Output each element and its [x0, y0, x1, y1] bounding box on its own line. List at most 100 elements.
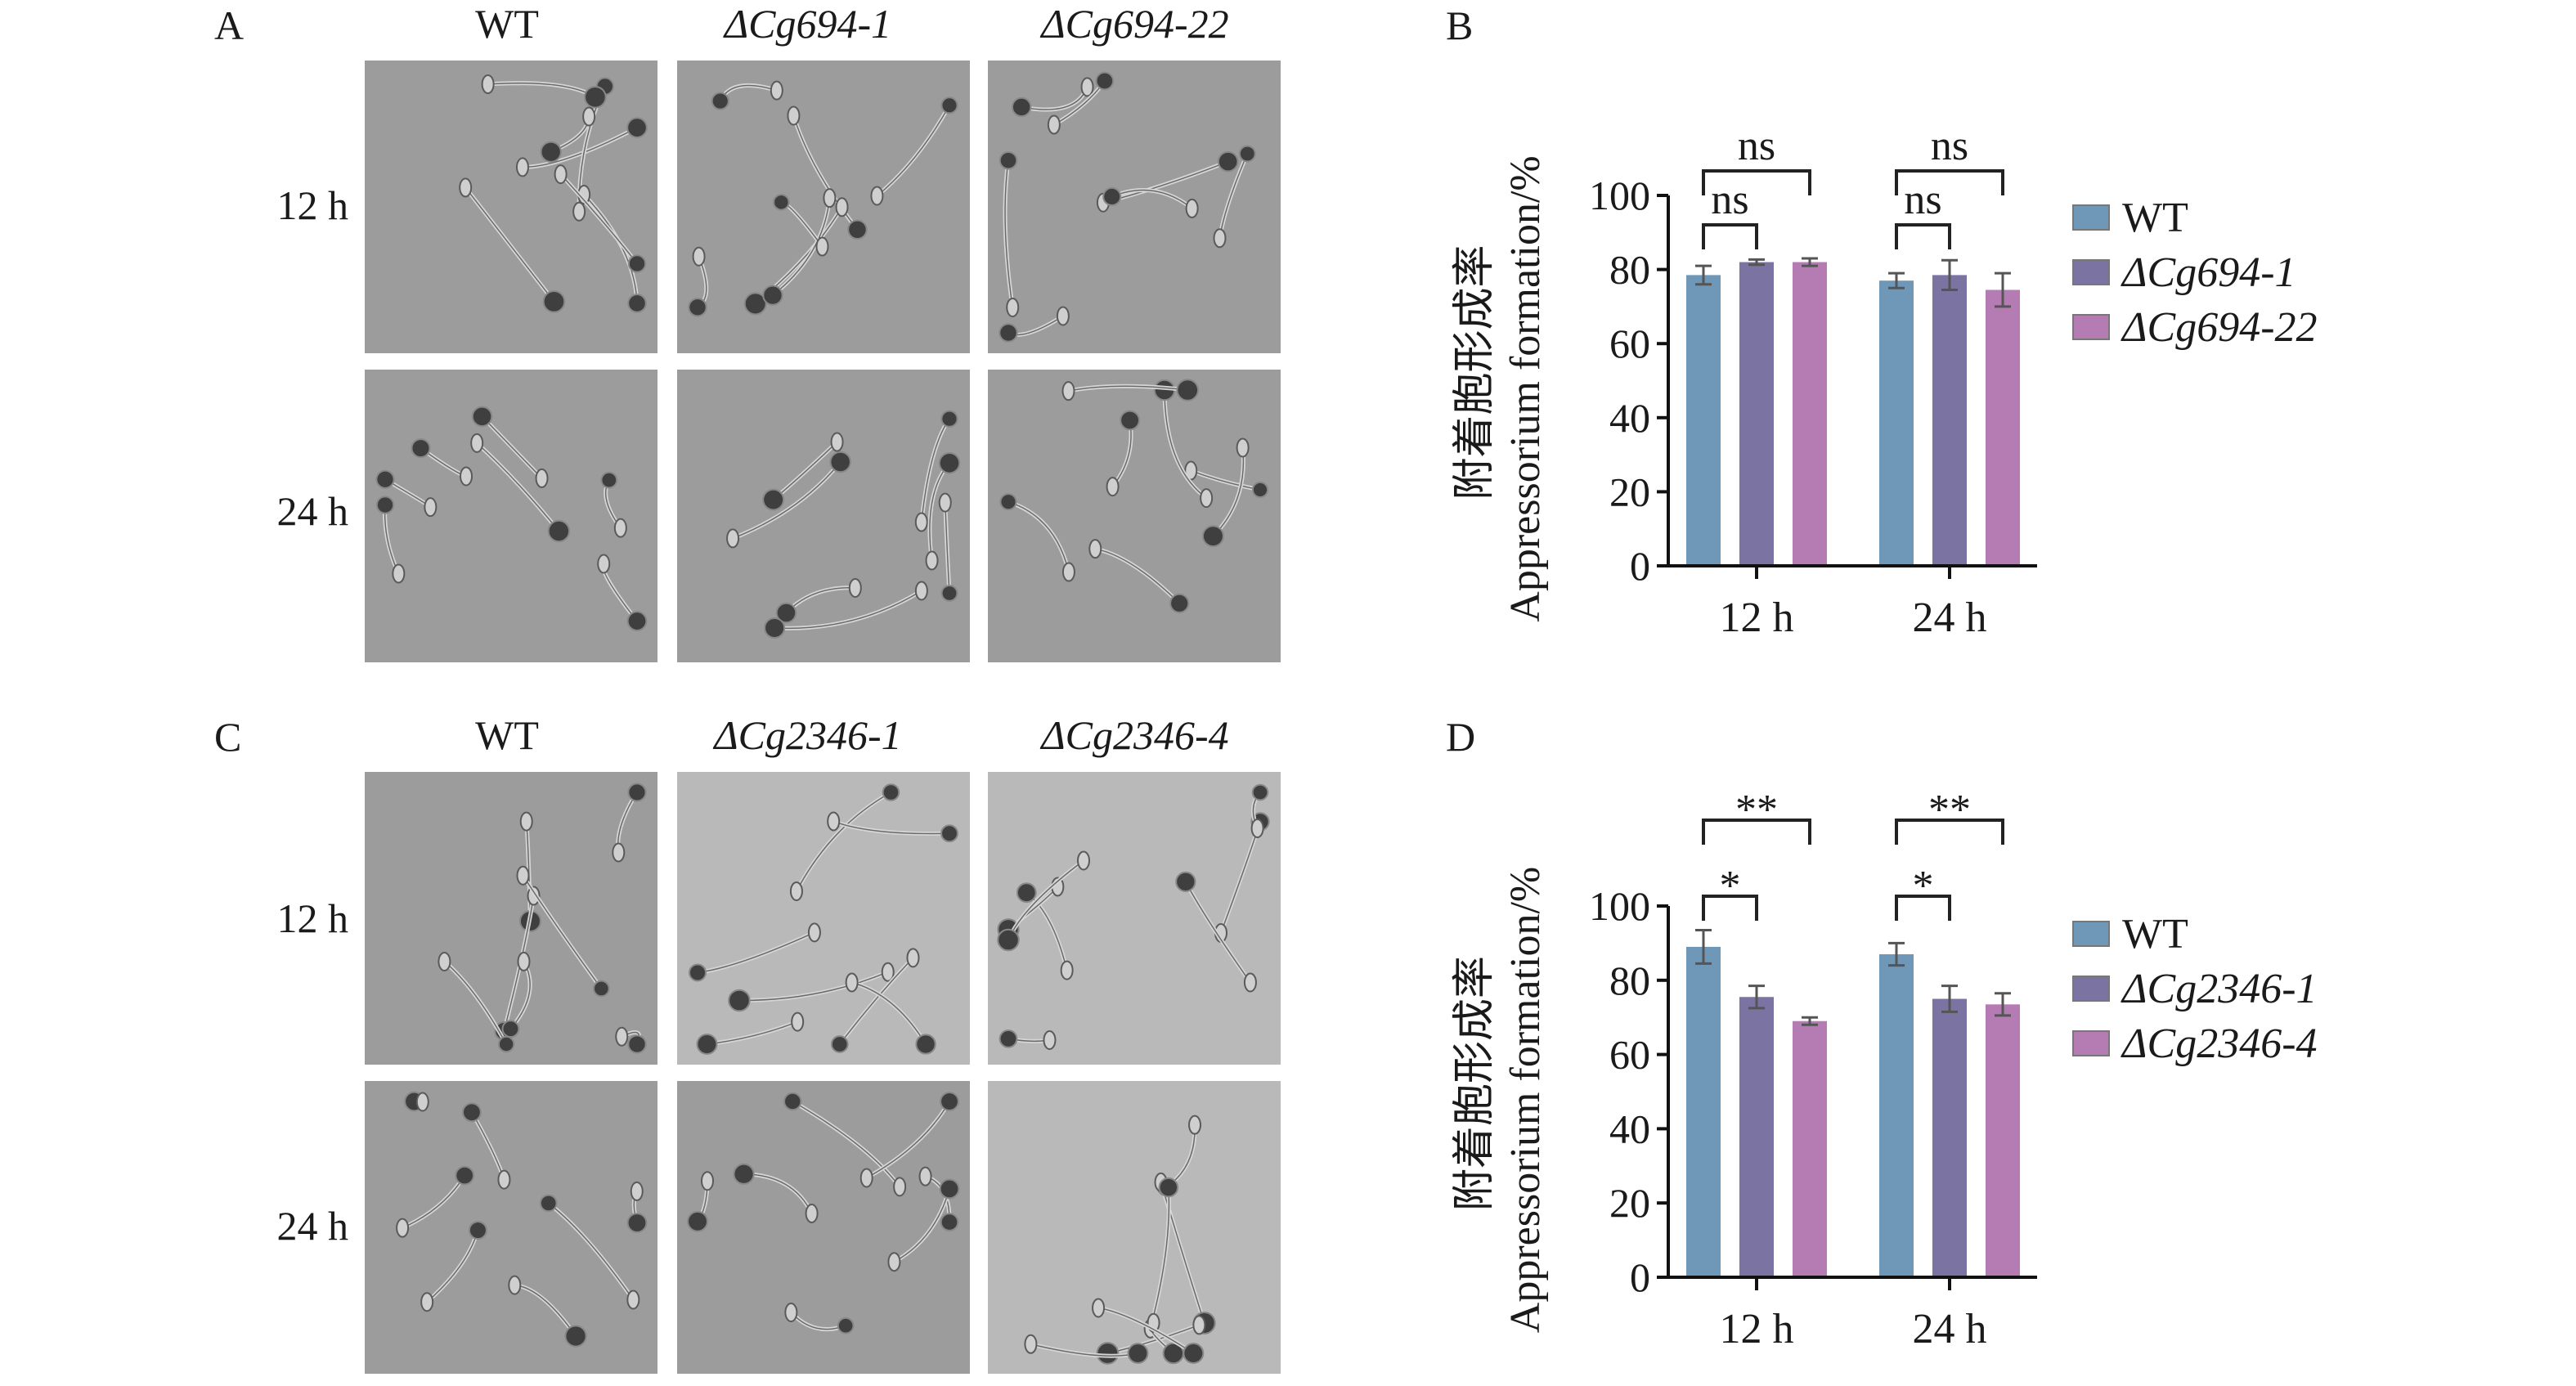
appressorium — [783, 1092, 802, 1111]
conidium — [438, 951, 451, 971]
hypha-outline — [443, 961, 507, 1045]
hypha-outline — [738, 971, 889, 1002]
conidium — [481, 74, 495, 95]
appressorium — [1176, 379, 1200, 401]
appressorium — [999, 150, 1018, 170]
micrograph-c-wt-12h — [365, 772, 657, 1065]
legend-swatch — [2072, 204, 2110, 231]
bar — [1986, 1004, 2020, 1277]
appressorium — [1251, 481, 1269, 499]
conidium — [914, 512, 928, 532]
appressorium — [375, 469, 395, 489]
hypha-outline — [1004, 160, 1013, 308]
row-label-12h: 12 h — [276, 182, 349, 228]
hypha-outline — [464, 186, 555, 303]
appressorium — [1016, 882, 1037, 904]
conidium — [938, 492, 952, 513]
micrograph-c-mutant4-12h — [988, 772, 1281, 1065]
micrograph-background — [365, 772, 657, 1065]
appressorium — [1096, 1342, 1120, 1365]
legend-label: ΔCg2346-1 — [2120, 966, 2318, 1012]
conidium — [613, 518, 627, 538]
conidium — [1024, 1334, 1038, 1354]
conidium — [827, 811, 841, 832]
conidium — [626, 1290, 640, 1310]
appressorium — [711, 92, 729, 110]
appressorium — [938, 452, 961, 474]
appressorium — [1127, 1343, 1149, 1364]
conidium — [918, 1166, 932, 1186]
micrograph-background — [365, 61, 657, 353]
appressorium — [999, 1029, 1018, 1048]
appressorium — [501, 1020, 520, 1038]
conidium — [925, 550, 939, 571]
y-axis-label-en: Appressorium formation/% — [1502, 155, 1549, 621]
appressorium — [696, 1034, 718, 1055]
x-tick-label: 12 h — [1720, 1306, 1794, 1352]
column-header-mutant-1: ΔCg2346-1 — [714, 712, 902, 758]
row-label-24h: 24 h — [276, 1203, 349, 1249]
bar — [1686, 946, 1721, 1277]
conidium — [1200, 488, 1214, 509]
conidium — [1006, 297, 1020, 317]
conidium — [1185, 198, 1199, 218]
conidium — [572, 201, 586, 222]
appressorium — [940, 1213, 959, 1231]
y-tick-label: 80 — [1609, 958, 1650, 1003]
legend-label: ΔCg2346-4 — [2120, 1020, 2318, 1067]
bar — [1739, 997, 1774, 1277]
appressorium — [915, 1034, 936, 1055]
appressorium — [940, 1092, 959, 1111]
hypha-outline — [522, 127, 638, 168]
significance-label: ns — [1711, 177, 1748, 223]
y-axis-label-cn: 附着胞形成率 — [1452, 244, 1498, 500]
appressorium — [462, 1102, 482, 1123]
micrograph-background — [365, 1081, 657, 1374]
conidium — [1047, 114, 1061, 135]
micrograph-c-mutant1-24h — [677, 1081, 970, 1374]
appressorium — [940, 96, 958, 114]
row-label-12h: 12 h — [276, 895, 349, 941]
y-tick-label: 40 — [1609, 1106, 1650, 1151]
appressorium — [411, 438, 431, 459]
appressorium — [375, 496, 395, 514]
hypha-outline — [832, 820, 950, 835]
panel-label-b: B — [1446, 2, 1474, 48]
significance-label: ns — [1931, 123, 1968, 169]
significance-bracket — [1895, 223, 1951, 249]
conidium — [805, 1203, 819, 1223]
x-tick-label: 24 h — [1913, 594, 1987, 641]
significance-bracket — [1895, 895, 1951, 921]
y-tick-label: 20 — [1609, 1180, 1650, 1226]
legend-swatch — [2072, 314, 2110, 340]
micrograph-background — [677, 1081, 970, 1374]
conidium — [615, 1026, 629, 1047]
y-axis-label-cn: 附着胞形成率 — [1452, 956, 1498, 1211]
appressorium — [1217, 150, 1239, 173]
conidium — [554, 164, 568, 185]
column-header-mutant-4: ΔCg2346-4 — [1041, 712, 1229, 758]
y-tick-label: 80 — [1609, 247, 1650, 293]
conidium — [1076, 850, 1090, 871]
conidium — [612, 842, 626, 863]
appressorium — [773, 194, 790, 211]
appressorium — [882, 783, 900, 801]
conidium — [519, 811, 533, 832]
appressorium — [1102, 186, 1122, 206]
hypha-outline — [839, 957, 914, 1045]
appressorium — [997, 928, 1020, 952]
panel-label-d: D — [1446, 714, 1476, 760]
appressorium — [471, 406, 493, 428]
hypha-outline — [1097, 1307, 1194, 1354]
conidium — [1192, 1315, 1206, 1335]
micrograph-a-wt-12h — [365, 61, 657, 353]
hypha-outline — [1068, 385, 1188, 392]
conidium — [887, 1252, 901, 1272]
chart-b: 附着胞形成率 Appressorium formation/% 0 20 40 60 80 1… — [1452, 123, 2318, 641]
appressorium — [627, 1034, 647, 1054]
appressorium — [733, 1163, 755, 1185]
conidium — [835, 197, 849, 218]
appressorium — [999, 323, 1018, 343]
conidium — [845, 972, 859, 993]
conidium — [516, 865, 530, 886]
